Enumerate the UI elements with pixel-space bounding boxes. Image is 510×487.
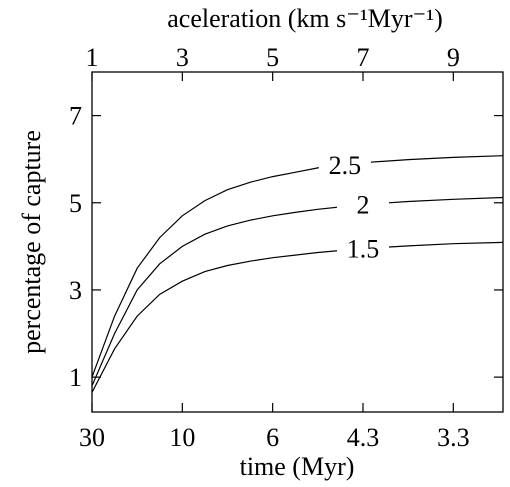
plot-border [91, 71, 504, 413]
y-tick-label: 5 [69, 189, 82, 218]
x-tick-label-top: 9 [447, 43, 460, 72]
curves: 2.5 2 1.5 [91, 151, 504, 393]
x-tick-label-top: 7 [356, 43, 369, 72]
y-tick-label: 1 [69, 363, 82, 392]
series-line-1_5 [91, 241, 504, 393]
x-tick-label-bottom: 3.3 [437, 423, 470, 452]
x-tick-label-bottom: 30 [79, 423, 105, 452]
series-label: 1.5 [347, 235, 380, 264]
y-tick-label: 3 [69, 276, 82, 305]
y-axis-title: percentage of capture [17, 130, 46, 354]
series-line-2 [91, 196, 504, 387]
x-tick-label-top: 3 [176, 43, 189, 72]
tick-labels: 30 1 10 3 6 5 4.3 7 3.3 9 1 3 5 7 [69, 43, 470, 452]
y-tick-label: 7 [69, 102, 82, 131]
series-label-mask [318, 151, 371, 178]
x-tick-label-top: 1 [86, 43, 99, 72]
series-line-2_5 [91, 155, 504, 378]
series-label: 2.5 [329, 151, 362, 180]
x-tick-label-bottom: 4.3 [347, 423, 380, 452]
plot-frame [91, 71, 504, 413]
series-label-mask [336, 191, 389, 218]
x-tick-label-top: 5 [266, 43, 279, 72]
x-tick-label-bottom: 10 [169, 423, 195, 452]
series-label: 2 [356, 191, 369, 220]
x-tick-label-bottom: 6 [266, 423, 279, 452]
top-axis-title: aceleration (km s⁻¹Myr⁻¹) [167, 4, 443, 33]
series-label-mask [336, 235, 389, 262]
ticks [91, 72, 503, 412]
x-axis-title: time (Myr) [240, 452, 355, 481]
